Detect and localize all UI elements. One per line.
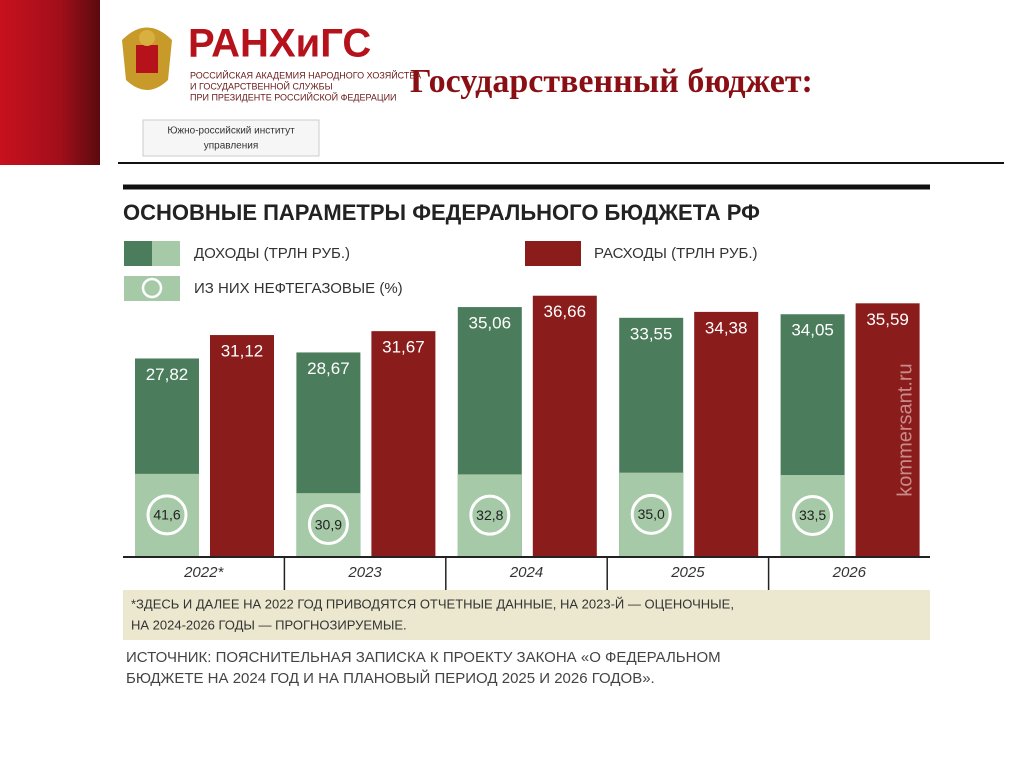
share-label: 41,6 [153, 507, 180, 523]
expense-label: 31,12 [221, 342, 264, 361]
oil-gas-share [296, 493, 361, 556]
footnote: НА 2024-2026 ГОДЫ — ПРОГНОЗИРУЕМЫЕ. [131, 617, 407, 632]
legend: ДОХОДЫ (ТРЛН РУБ.) РАСХОДЫ (ТРЛН РУБ.) ИЗ … [124, 241, 758, 301]
expense-label: 35,59 [866, 310, 909, 329]
legend-swatch [152, 241, 180, 266]
income-label: 34,05 [791, 321, 834, 340]
legend-swatch [525, 241, 581, 266]
expense-label: 34,38 [705, 318, 748, 337]
institute: управления [204, 141, 259, 152]
share-label: 35,0 [638, 506, 665, 522]
expense-bar [694, 311, 759, 556]
chart-title: ОСНОВНЫЕ ПАРАМЕТРЫ ФЕДЕРАЛЬНОГО БЮДЖЕТА … [123, 200, 760, 225]
expense-bar [371, 331, 436, 556]
legend-label: ИЗ НИХ НЕФТЕГАЗОВЫЕ (%) [194, 280, 403, 297]
header-strip [0, 0, 100, 165]
share-circle [792, 495, 834, 537]
footnote: *ЗДЕСЬ И ДАЛЕЕ НА 2022 ГОД ПРИВОДЯТСЯ ОТ… [131, 596, 734, 611]
institute: Южно-российский институт [167, 126, 295, 137]
expense-bar [855, 303, 920, 556]
share-label: 32,8 [476, 507, 503, 523]
footnote-box [123, 590, 930, 640]
oil-gas-share [135, 473, 199, 556]
logo-line: ПРИ ПРЕЗИДЕНТЕ РОССИЙСКОЙ ФЕДЕРАЦИИ [190, 91, 397, 102]
share-label: 33,5 [799, 507, 826, 523]
legend-label: РАСХОДЫ (ТРЛН РУБ.) [594, 245, 758, 262]
expense-label: 31,67 [382, 338, 425, 357]
income-label: 35,06 [469, 314, 512, 333]
share-label: 30,9 [315, 516, 342, 532]
oil-gas-share [619, 472, 684, 556]
oil-gas-share [457, 474, 522, 556]
legend-swatch [124, 241, 152, 266]
legend-swatch [141, 277, 163, 299]
legend-label: ДОХОДЫ (ТРЛН РУБ.) [194, 245, 350, 262]
logo-line: И ГОСУДАРСТВЕННОЙ СЛУЖБЫ [190, 80, 333, 91]
institute-box [142, 119, 320, 157]
share-circle [469, 494, 511, 536]
expense-bar [210, 335, 274, 556]
expense-bar [532, 295, 597, 556]
share-circle [146, 494, 188, 536]
x-tick-label: 2024 [509, 564, 543, 581]
source: БЮДЖЕТЕ НА 2024 ГОД И НА ПЛАНОВЫЙ ПЕРИОД… [126, 669, 655, 687]
x-tick-label: 2023 [347, 564, 382, 581]
expense-label: 36,66 [544, 302, 587, 321]
x-tick-label: 2026 [832, 564, 867, 581]
logo-line: РОССИЙСКАЯ АКАДЕМИЯ НАРОДНОГО ХОЗЯЙСТВА [190, 69, 421, 80]
source: ИСТОЧНИК: ПОЯСНИТЕЛЬНАЯ ЗАПИСКА К ПРОЕКТ… [126, 649, 721, 666]
watermark: kommersant.ru [894, 363, 916, 496]
emblem [122, 27, 172, 90]
logo-title: РАНХиГС [188, 22, 371, 66]
income-label: 33,55 [630, 324, 673, 343]
slide-title: Государственный бюджет: [410, 63, 813, 100]
x-tick-label: 2022* [183, 564, 224, 581]
share-circle [630, 493, 672, 535]
income-label: 27,82 [146, 365, 189, 384]
plot: 41,6 27,82 31,12 2022* 30,9 28,67 31,67 2023 32,… [123, 295, 930, 590]
share-circle [307, 504, 349, 546]
oil-gas-share [780, 475, 845, 556]
income-label: 28,67 [307, 359, 350, 378]
x-tick-label: 2025 [670, 564, 705, 581]
